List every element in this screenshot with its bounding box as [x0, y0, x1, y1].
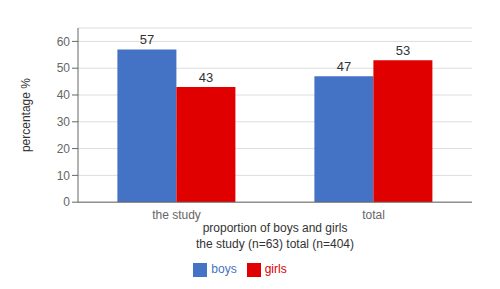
svg-text:20: 20	[57, 142, 71, 156]
svg-text:43: 43	[199, 70, 213, 85]
svg-text:53: 53	[396, 43, 410, 58]
svg-text:40: 40	[57, 88, 71, 102]
svg-text:60: 60	[57, 35, 71, 49]
svg-text:the study (n=63) total (n=404): the study (n=63) total (n=404)	[196, 237, 354, 251]
svg-text:10: 10	[57, 169, 71, 183]
svg-text:50: 50	[57, 61, 71, 75]
svg-text:30: 30	[57, 115, 71, 129]
svg-text:proportion of boys and girls: proportion of boys and girls	[203, 221, 348, 235]
html-text:boys: boys	[211, 262, 237, 277]
svg-text:57: 57	[140, 32, 154, 47]
svg-text:total: total	[362, 208, 385, 222]
html-text:girls: girls	[264, 262, 287, 277]
svg-text:percentage %: percentage %	[19, 78, 33, 152]
svg-text:0: 0	[63, 195, 70, 209]
svg-text:the study: the study	[152, 208, 201, 222]
svg-text:47: 47	[337, 59, 351, 74]
